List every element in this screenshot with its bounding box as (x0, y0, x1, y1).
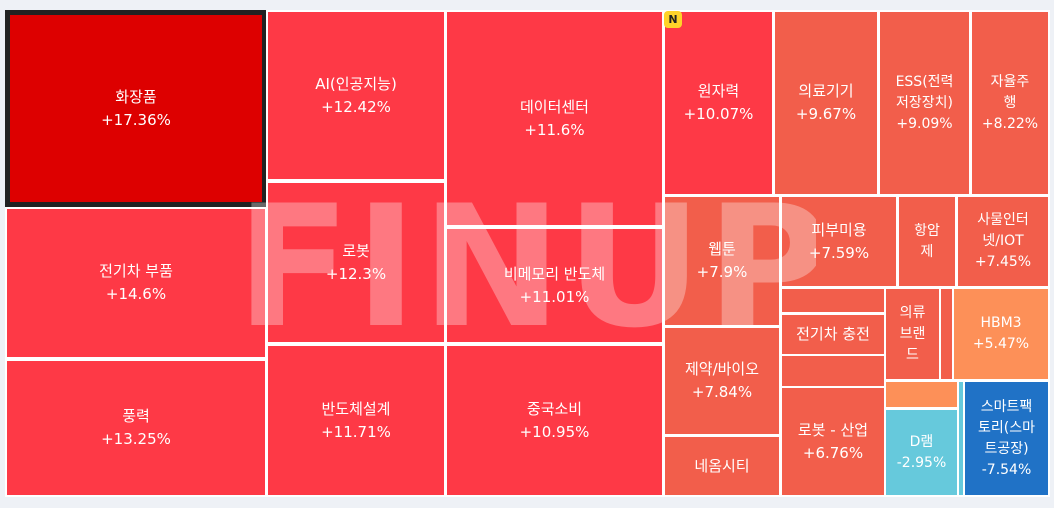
tile-label: 로봇 - 산업 (797, 420, 869, 439)
tile-label: 화장품 (115, 87, 157, 106)
tile-label: 네옴시티 (694, 456, 750, 475)
tile-label: 비메모리 반도체 (503, 264, 606, 283)
tile-label: AI(인공지능) (315, 74, 397, 93)
tile-value: +12.42% (321, 97, 391, 116)
treemap-tile[interactable]: 자율주 행 +8.22% (970, 10, 1050, 196)
tile-value: +13.25% (101, 430, 171, 448)
tile-label: HBM3 (980, 315, 1022, 331)
tile-label: 사물인터 넷/IOT (977, 212, 1029, 249)
tile-label: 항암 제 (914, 222, 940, 260)
treemap-tile[interactable]: 의류 브랜 드 (884, 287, 941, 381)
tile-value: +9.09% (896, 115, 953, 132)
tile-value: +11.6% (524, 120, 585, 139)
new-badge: N (664, 11, 682, 28)
treemap-tile[interactable]: 반도체설계 +11.71% (266, 344, 446, 497)
tile-label: 전기차 충전 (796, 325, 870, 343)
tile-value: +5.47% (972, 336, 1030, 352)
tile-value: +7.45% (974, 254, 1032, 270)
tile-label: 원자력 (697, 82, 740, 100)
tile-value: +14.6% (105, 285, 167, 303)
tile-label: 데이터센터 (519, 97, 589, 116)
treemap-tile[interactable]: HBM3 +5.47% (952, 287, 1050, 381)
treemap-tile[interactable]: 제약/바이오 +7.84% (663, 326, 781, 436)
treemap-tile[interactable]: 사물인터 넷/IOT +7.45% (956, 195, 1050, 288)
tile-value: -2.95% (896, 454, 947, 471)
tile-label: 의류 브랜 드 (899, 304, 926, 363)
treemap-tile[interactable]: 웹툰 +7.9% (663, 195, 781, 327)
tile-label: ESS(전력 저장장치) (895, 73, 954, 111)
treemap-tile[interactable]: 데이터센터 +11.6% (445, 10, 664, 227)
tile-value: +11.71% (321, 422, 391, 441)
treemap-tile[interactable]: 의료기기 +9.67% (773, 10, 879, 196)
tile-value: +10.07% (683, 105, 754, 123)
treemap-tile[interactable]: 화장품 +17.36% (5, 10, 267, 207)
tile-label: 반도체설계 (321, 399, 391, 418)
treemap-tile[interactable]: AI(인공지능) +12.42% (266, 10, 446, 181)
tile-value: +12.3% (325, 264, 387, 283)
tile-label: 풍력 (122, 407, 150, 425)
tile-label: 스마트팩 토리(스마 트공장) (978, 398, 1035, 457)
tile-label: 중국소비 (526, 399, 583, 418)
treemap-tile[interactable]: 로봇 +12.3% (266, 181, 446, 344)
treemap-tile[interactable]: 피부미용 +7.59% (780, 195, 898, 288)
tile-label: 제약/바이오 (684, 360, 760, 378)
treemap-tile[interactable]: 비메모리 반도체 +11.01% (445, 227, 664, 344)
tile-label: 전기차 부품 (99, 262, 173, 280)
treemap-tile[interactable]: 스마트팩 토리(스마 트공장) -7.54% (963, 380, 1050, 497)
treemap-tile[interactable]: D램 -2.95% (884, 408, 959, 497)
treemap-tile[interactable]: 로봇 - 산업 +6.76% (780, 386, 886, 497)
tile-label: 자율주 행 (990, 73, 1030, 111)
treemap-tile[interactable]: ESS(전력 저장장치) +9.09% (878, 10, 971, 196)
tile-value: +7.84% (691, 383, 753, 401)
tile-value: +9.67% (795, 105, 857, 123)
treemap-tile[interactable]: 전기차 충전 (780, 313, 886, 356)
treemap-tile[interactable] (780, 287, 886, 314)
tile-value: +10.95% (519, 422, 590, 441)
treemap-tile[interactable]: 전기차 부품 +14.6% (5, 207, 267, 359)
tile-label: D램 (909, 433, 934, 450)
tile-value: +11.01% (519, 287, 590, 306)
tile-value: +6.76% (802, 443, 864, 462)
treemap-tile[interactable] (884, 380, 959, 409)
tile-label: 웹툰 (708, 240, 736, 258)
tile-value: -7.54% (981, 461, 1032, 478)
tile-value: +7.9% (696, 263, 748, 281)
tile-value: +8.22% (981, 115, 1039, 132)
treemap-tile[interactable] (780, 354, 886, 388)
treemap-tile[interactable]: 원자력 +10.07% (663, 10, 774, 196)
tile-label: 피부미용 (811, 220, 867, 239)
treemap-tile[interactable]: 네옴시티 (663, 435, 781, 497)
treemap-tile[interactable]: 항암 제 (897, 195, 957, 288)
tile-label: 의료기기 (798, 82, 854, 100)
tile-value: +17.36% (101, 110, 171, 129)
tile-label: 로봇 (342, 241, 370, 260)
tile-value: +7.59% (808, 243, 870, 262)
treemap-tile[interactable]: 중국소비 +10.95% (445, 344, 664, 497)
treemap-tile[interactable]: 풍력 +13.25% (5, 359, 267, 497)
